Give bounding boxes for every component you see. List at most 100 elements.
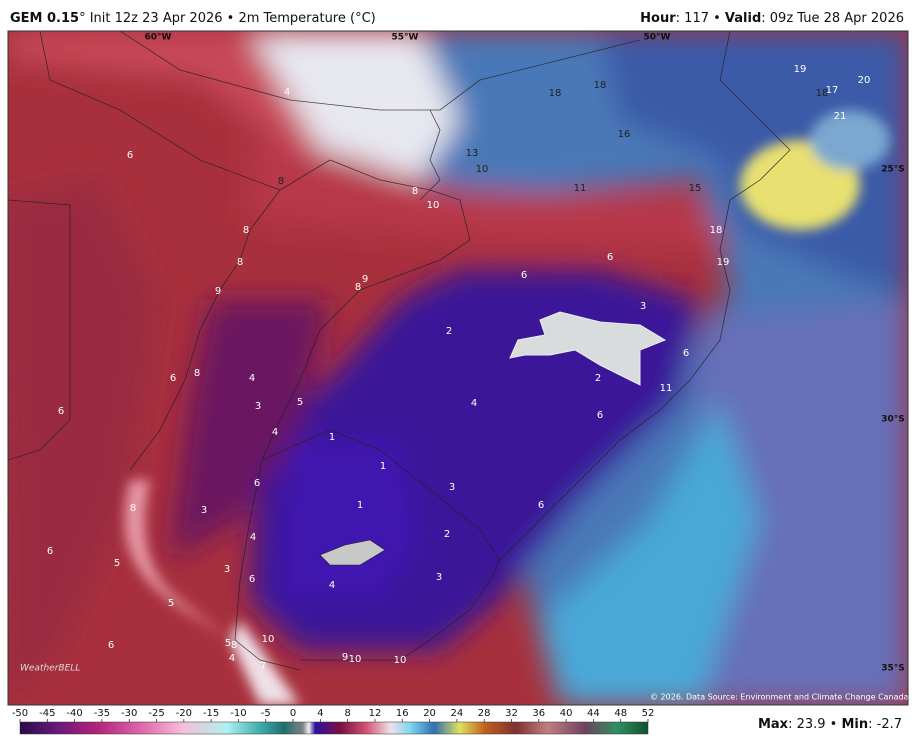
- valid-value: : 09z Tue 28 Apr 2026: [761, 11, 904, 26]
- temperature-label: 21: [834, 111, 847, 122]
- colorbar-tick-label: 24: [451, 708, 464, 719]
- min-label: Min: [841, 717, 868, 732]
- temperature-label: 13: [466, 148, 479, 159]
- map-labels: 60°W 55°W 50°W25°S30°S35°S4618181920181721…: [47, 33, 905, 674]
- latitude-label: 25°S: [881, 165, 905, 175]
- temperature-label: 6: [249, 574, 255, 585]
- temperature-label: 10: [349, 654, 362, 665]
- temperature-label: 1: [329, 432, 335, 443]
- temperature-label: 9: [362, 274, 368, 285]
- temperature-label: 3: [255, 401, 261, 412]
- temperature-label: 8: [231, 640, 237, 651]
- min-value: : -2.7: [868, 717, 902, 732]
- colorbar-tick-label: 20: [423, 708, 436, 719]
- colorbar-tick-label: 12: [369, 708, 382, 719]
- colorbar-ticks: -50 -45 -40 -35 -30 -25 -20 -15 -10 -5 0 4 8 12 16 20 24…: [12, 708, 655, 722]
- temperature-label: 10: [394, 655, 407, 666]
- temperature-label: 6: [108, 640, 114, 651]
- temperature-label: 5: [297, 397, 303, 408]
- temperature-label: 6: [254, 478, 260, 489]
- temperature-label: 18: [594, 80, 607, 91]
- colorbar-tick-label: 8: [344, 708, 350, 719]
- temperature-label: 1: [380, 461, 386, 472]
- temperature-label: 7: [260, 661, 266, 672]
- temperature-label: 10: [427, 200, 440, 211]
- temperature-label: 3: [436, 572, 442, 583]
- hour-value: : 117 •: [676, 11, 725, 26]
- temperature-label: 19: [794, 64, 807, 75]
- temperature-label: 6: [47, 546, 53, 557]
- max-value: : 23.9 •: [788, 717, 841, 732]
- temperature-label: 8: [237, 257, 243, 268]
- longitude-label: 55°W: [392, 33, 419, 43]
- temperature-label: 4: [249, 373, 255, 384]
- colorbar-tick-label: -20: [176, 708, 192, 719]
- temperature-label: 6: [58, 406, 64, 417]
- temperature-label: 8: [243, 225, 249, 236]
- latitude-label: 30°S: [881, 415, 905, 425]
- temperature-label: 2: [444, 529, 450, 540]
- header-right: Hour: 117 • Valid: 09z Tue 28 Apr 2026: [640, 11, 904, 26]
- colorbar-tick-label: -40: [66, 708, 82, 719]
- colorbar-tick-label: -35: [94, 708, 110, 719]
- temperature-label: 18: [710, 225, 723, 236]
- colorbar-tick-label: 36: [532, 708, 545, 719]
- temperature-label: 5: [114, 558, 120, 569]
- temperature-label: 2: [446, 326, 452, 337]
- copyright: © 2026. Data Source: Environment and Cli…: [650, 693, 911, 702]
- max-label: Max: [758, 717, 789, 732]
- temperature-label: 3: [224, 564, 230, 575]
- temperature-label: 3: [449, 482, 455, 493]
- temperature-label: 6: [538, 500, 544, 511]
- temperature-label: 4: [229, 653, 235, 664]
- longitude-label: 60°W: [145, 33, 172, 43]
- temperature-label: 6: [597, 410, 603, 421]
- temperature-label: 4: [272, 427, 278, 438]
- temperature-label: 8: [194, 368, 200, 379]
- colorbar-tick-label: 0: [290, 708, 296, 719]
- temperature-label: 9: [342, 652, 348, 663]
- temperature-label: 4: [329, 580, 335, 591]
- temperature-label: 8: [130, 503, 136, 514]
- temperature-label: 16: [618, 129, 631, 140]
- temperature-label: 17: [826, 85, 839, 96]
- temperature-label: 9: [215, 286, 221, 297]
- hour-label: Hour: [640, 11, 676, 26]
- temperature-label: 4: [250, 532, 256, 543]
- colorbar-tick-label: -10: [230, 708, 246, 719]
- temperature-label: 19: [717, 257, 730, 268]
- temperature-label: 1: [357, 500, 363, 511]
- logo: WeatherBELL: [20, 664, 80, 674]
- temperature-label: 6: [607, 252, 613, 263]
- temperature-label: 4: [284, 87, 290, 98]
- temperature-label: 18: [549, 88, 562, 99]
- temperature-label: 3: [640, 301, 646, 312]
- temperature-label: 6: [521, 270, 527, 281]
- colorbar: [19, 721, 649, 735]
- colorbar-tick-label: -5: [261, 708, 271, 719]
- temperature-label: 8: [355, 282, 361, 293]
- header-left: GEM 0.15° Init 12z 23 Apr 2026 • 2m Temp…: [10, 11, 376, 26]
- colorbar-tick-label: 4: [317, 708, 323, 719]
- temperature-label: 8: [412, 186, 418, 197]
- temperature-label: 8: [278, 176, 284, 187]
- temperature-label: 10: [476, 164, 489, 175]
- temperature-label: 11: [660, 383, 673, 394]
- colorbar-tick-label: 28: [478, 708, 491, 719]
- colorbar-tick-label: 16: [396, 708, 409, 719]
- map-frame: [7, 30, 909, 706]
- temperature-label: 6: [683, 348, 689, 359]
- temperature-label: 15: [689, 183, 702, 194]
- temperature-label: 11: [574, 183, 587, 194]
- colorbar-tick-label: 44: [587, 708, 600, 719]
- temperature-label: 6: [170, 373, 176, 384]
- map: © 2026. Data Source: Environment and Cli…: [8, 31, 911, 705]
- colorbar-tick-label: 40: [560, 708, 573, 719]
- colorbar-tick-label: 48: [614, 708, 627, 719]
- temperature-label: 10: [262, 634, 275, 645]
- footer: Max: 23.9 • Min: -2.7: [758, 717, 902, 732]
- colorbar-tick-label: 52: [642, 708, 655, 719]
- colorbar-tick-label: -30: [121, 708, 137, 719]
- temperature-label: 20: [858, 75, 871, 86]
- temperature-label: 5: [225, 638, 231, 649]
